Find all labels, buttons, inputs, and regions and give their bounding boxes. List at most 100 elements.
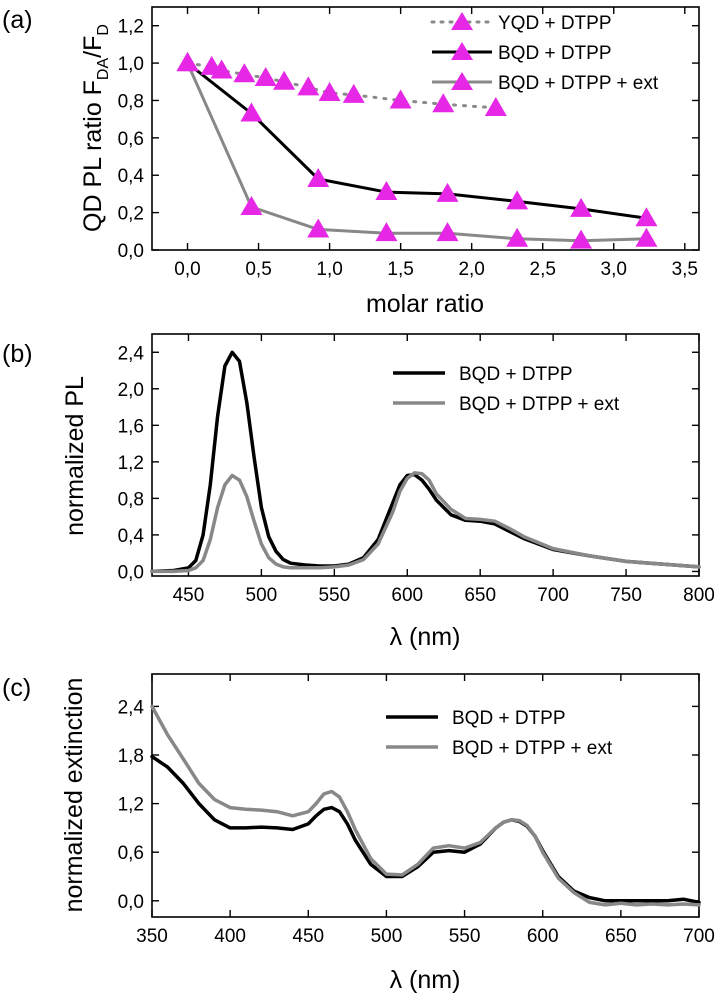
tick-group: 350 400 450 500 550 600 650 700 0,0 0,6 1,2 1,8 2,4 <box>118 674 715 947</box>
y-tick-label: 0,0 <box>118 241 144 262</box>
y-title-sub1: DA <box>95 58 112 81</box>
data-point-marker <box>240 196 263 216</box>
series-line-2 <box>186 61 648 243</box>
legend: BQD + DTPP BQD + DTPP + ext <box>386 708 613 759</box>
x-tick-label: 450 <box>173 585 205 606</box>
tick-group: 450 500 550 600 650 700 750 800 0,0 0,4 0,8 1,2 1,6 2… <box>118 334 715 606</box>
series-line-0 <box>150 754 701 905</box>
y-tick-label: 1,2 <box>118 453 144 474</box>
data-point-marker <box>318 81 341 101</box>
data-point-marker <box>342 83 365 103</box>
y-tick-label: 0,8 <box>118 91 144 112</box>
y-tick-label: 0,8 <box>118 489 144 510</box>
x-tick-label: 650 <box>605 926 637 947</box>
x-tick-label: 700 <box>683 926 715 947</box>
y-tick-label: 1,2 <box>118 17 144 38</box>
data-point-marker <box>297 76 320 96</box>
data-point-marker <box>432 93 455 113</box>
x-axis-title: λ (nm) <box>390 623 461 651</box>
legend-label-bqd: BQD + DTPP <box>498 43 612 64</box>
y-title-main: QD PL ratio F <box>79 80 107 232</box>
x-tick-label: 1,5 <box>387 259 413 280</box>
x-axis-title: molar ratio <box>366 290 484 318</box>
y-tick-label: 0,0 <box>118 562 144 583</box>
x-tick-label: 600 <box>391 585 423 606</box>
x-tick-label: 450 <box>292 926 324 947</box>
x-tick-label: 650 <box>464 585 496 606</box>
y-tick-label: 0,6 <box>118 843 144 864</box>
x-tick-label: 400 <box>214 926 246 947</box>
data-point-marker <box>240 102 263 122</box>
data-point-marker <box>635 227 658 247</box>
data-point-marker <box>273 70 296 90</box>
series-line-1 <box>186 61 648 220</box>
y-tick-label: 0,4 <box>118 166 145 187</box>
data-point-marker <box>436 182 459 202</box>
data-point-marker <box>254 67 277 87</box>
y-tick-label: 2,0 <box>118 380 144 401</box>
x-tick-label: 2,0 <box>458 259 484 280</box>
x-tick-label: 750 <box>610 585 642 606</box>
x-tick-label: 350 <box>136 926 168 947</box>
data-point-marker <box>375 181 398 201</box>
legend-label-bqd: BQD + DTPP <box>452 708 566 729</box>
panel-label: (a) <box>2 6 33 34</box>
plot-area <box>151 673 700 918</box>
y-axis-title: normalized extinction <box>60 678 88 913</box>
plot-area <box>151 333 700 577</box>
x-tick-label: 550 <box>449 926 481 947</box>
y-tick-label: 0,4 <box>118 526 145 547</box>
data-point-marker <box>176 52 199 72</box>
data-point-marker <box>307 218 330 238</box>
panel-a: (a) 0,0 0,5 1,0 1,5 2,0 2,5 3,0 3,5 0,0 0,2 0,4 0,6… <box>2 6 700 318</box>
data-point-marker <box>484 96 507 116</box>
series-group <box>176 52 658 249</box>
panel-b: (b) 450 500 550 600 650 700 750 800 0,0 0,4 0,8 1,2… <box>2 333 715 651</box>
series-group <box>150 350 701 574</box>
legend-marker-bqd <box>451 42 473 60</box>
y-tick-label: 2,4 <box>118 697 145 718</box>
data-point-marker <box>506 190 529 210</box>
x-tick-label: 2,5 <box>530 259 556 280</box>
x-axis-title: λ (nm) <box>390 966 461 994</box>
x-tick-label: 0,5 <box>245 259 271 280</box>
plot-area <box>151 6 700 251</box>
legend-marker-bqd-ext <box>451 72 473 90</box>
panel-c: (c) 350 400 450 500 550 600 650 700 0,0 0,6 1,2 1,8… <box>2 673 715 994</box>
legend: YQD + DTPP BQD + DTPP BQD + DTPP + ext <box>430 12 659 94</box>
y-tick-label: 2,4 <box>118 343 145 364</box>
data-point-marker <box>375 222 398 242</box>
y-tick-label: 1,2 <box>118 795 144 816</box>
y-title-mid: /F <box>79 36 107 58</box>
data-point-marker <box>570 197 593 217</box>
legend-marker-yqd <box>451 12 473 30</box>
x-tick-label: 550 <box>318 585 350 606</box>
legend-label-yqd: YQD + DTPP <box>498 13 612 34</box>
x-tick-label: 500 <box>246 585 278 606</box>
y-tick-label: 0,0 <box>118 892 144 913</box>
series-group <box>150 704 701 907</box>
y-tick-label: 0,6 <box>118 129 144 150</box>
x-tick-label: 600 <box>527 926 559 947</box>
x-tick-label: 3,0 <box>601 259 627 280</box>
x-tick-label: 3,5 <box>672 259 698 280</box>
y-title-sub2: D <box>95 24 112 36</box>
data-point-marker <box>307 167 330 187</box>
data-point-marker <box>570 229 593 249</box>
data-point-marker <box>635 207 658 227</box>
x-tick-label: 0,0 <box>174 259 200 280</box>
series-line-1 <box>150 471 701 574</box>
y-axis-title: QD PL ratio FDA/FD <box>79 24 112 232</box>
x-tick-label: 800 <box>683 585 715 606</box>
legend-label-bqd-ext: BQD + DTPP + ext <box>498 73 659 94</box>
data-point-marker <box>233 63 256 83</box>
legend-label-bqd-ext: BQD + DTPP + ext <box>452 738 613 759</box>
data-point-marker <box>436 222 459 242</box>
data-point-marker <box>389 89 412 109</box>
panel-label: (c) <box>2 674 31 702</box>
data-point-marker <box>210 59 233 79</box>
y-tick-label: 0,2 <box>118 204 144 225</box>
y-tick-label: 1,6 <box>118 416 144 437</box>
y-axis-title: normalized PL <box>61 376 89 536</box>
